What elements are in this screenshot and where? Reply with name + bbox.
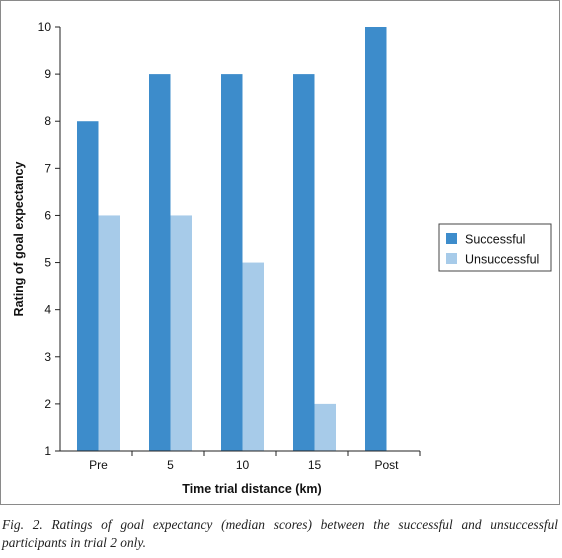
- bar-successful-5: [149, 74, 171, 451]
- y-tick-label-3: 3: [44, 350, 51, 364]
- bar-successful-15: [293, 74, 315, 451]
- y-tick-label-10: 10: [38, 20, 52, 34]
- x-tick-label-pre: Pre: [89, 458, 108, 472]
- legend-label-successful: Successful: [465, 233, 525, 247]
- bar-unsuccessful-5: [170, 215, 192, 451]
- y-tick-label-1: 1: [44, 444, 51, 458]
- x-tick-label-post: Post: [374, 458, 399, 472]
- bar-successful-10: [221, 74, 243, 451]
- legend: Successful Unsuccessful: [438, 223, 552, 272]
- y-tick-label-4: 4: [44, 303, 51, 317]
- y-tick-label-7: 7: [44, 161, 51, 175]
- y-axis-title: Rating of goal expectancy: [12, 162, 26, 317]
- plot-area: 1 2 3 4 5 6 7 8 9 10 Pre 5 10 15 Post: [38, 20, 421, 472]
- x-tick-label-10: 10: [236, 458, 250, 472]
- x-tick-label-5: 5: [167, 458, 174, 472]
- y-tick-label-5: 5: [44, 256, 51, 270]
- legend-swatch-unsuccessful: [446, 253, 457, 264]
- legend-label-unsuccessful: Unsuccessful: [465, 253, 539, 267]
- y-tick-label-9: 9: [44, 67, 51, 81]
- bar-unsuccessful-10: [242, 262, 264, 451]
- bar-successful-pre: [77, 121, 99, 451]
- bar-successful-post: [365, 27, 387, 451]
- x-tick-label-15: 15: [308, 458, 322, 472]
- y-tick-label-6: 6: [44, 208, 51, 222]
- figure-caption: Fig. 2. Ratings of goal expectancy (medi…: [2, 517, 558, 550]
- legend-box: [438, 223, 552, 272]
- x-axis-title: Time trial distance (km): [182, 482, 321, 496]
- y-tick-label-2: 2: [44, 397, 51, 411]
- chart-frame: [0, 0, 560, 505]
- legend-swatch-successful: [446, 233, 457, 244]
- bar-unsuccessful-15: [314, 403, 336, 451]
- bar-chart: 1 2 3 4 5 6 7 8 9 10 Pre 5 10 15 Post Time trial dista…: [12, 20, 552, 496]
- bar-unsuccessful-pre: [98, 215, 120, 451]
- y-tick-label-8: 8: [44, 114, 51, 128]
